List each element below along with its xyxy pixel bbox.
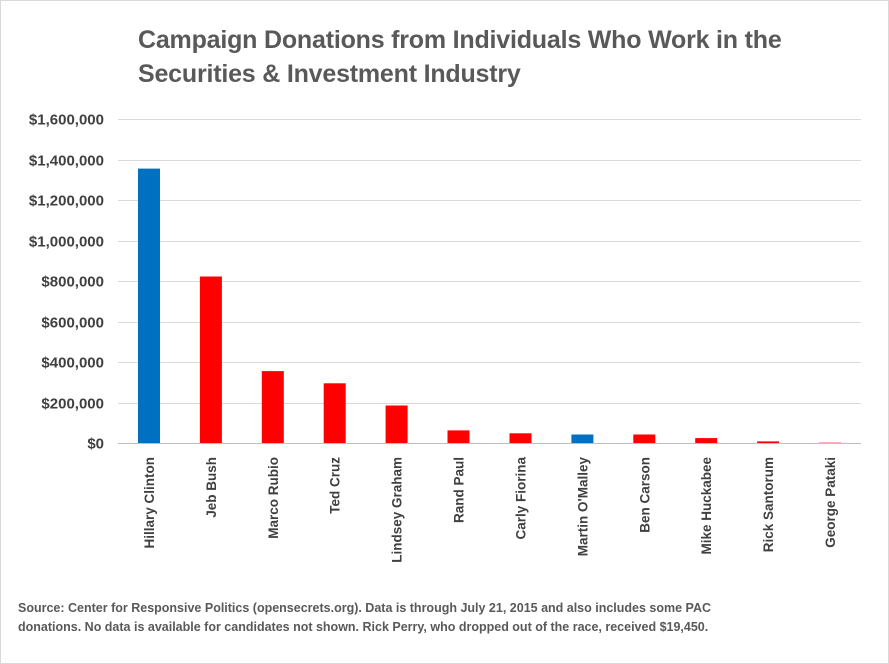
x-tick-label: Ben Carson: [637, 457, 652, 533]
y-tick-label: $800,000: [41, 274, 104, 291]
bar-marco-rubio: [261, 371, 284, 443]
y-tick-label: $400,000: [41, 355, 104, 372]
x-tick-label: Hillary Clinton: [142, 457, 157, 549]
bar-mike-huckabee: [695, 438, 718, 443]
x-tick-label: Ted Cruz: [328, 457, 343, 514]
y-tick-label: $1,600,000: [29, 112, 104, 129]
y-tick-label: $0: [87, 436, 104, 453]
x-tick-label: George Pataki: [823, 457, 838, 548]
x-tick-label: Rand Paul: [452, 457, 467, 523]
bar-ted-cruz: [323, 383, 346, 443]
bar-rick-santorum: [757, 441, 780, 443]
bar-hillary-clinton: [138, 168, 160, 443]
y-tick-label: $1,400,000: [29, 153, 104, 170]
x-tick-label: Mike Huckabee: [699, 457, 714, 555]
y-tick-label: $200,000: [41, 396, 104, 413]
bar-lindsey-graham: [385, 405, 408, 443]
y-tick-label: $1,000,000: [29, 234, 104, 251]
source-note: Source: Center for Responsive Politics (…: [18, 601, 712, 634]
bar-ben-carson: [633, 434, 656, 443]
y-tick-label: $1,200,000: [29, 193, 104, 210]
x-tick-label: Marco Rubio: [266, 457, 281, 539]
bar-carly-fiorina: [509, 433, 532, 443]
x-tick-label: Lindsey Graham: [390, 457, 405, 563]
x-tick-label: Rick Santorum: [761, 457, 776, 552]
bar-rand-paul: [447, 430, 470, 443]
bar-martin-o-malley: [571, 434, 594, 443]
chart-title: Campaign Donations from Individuals Who …: [138, 26, 782, 88]
y-tick-label: $600,000: [41, 315, 104, 332]
x-tick-label: Carly Fiorina: [513, 457, 528, 540]
bar-jeb-bush: [199, 276, 222, 443]
x-tick-label: Martin O'Malley: [575, 457, 590, 557]
x-tick-label: Jeb Bush: [204, 457, 219, 518]
